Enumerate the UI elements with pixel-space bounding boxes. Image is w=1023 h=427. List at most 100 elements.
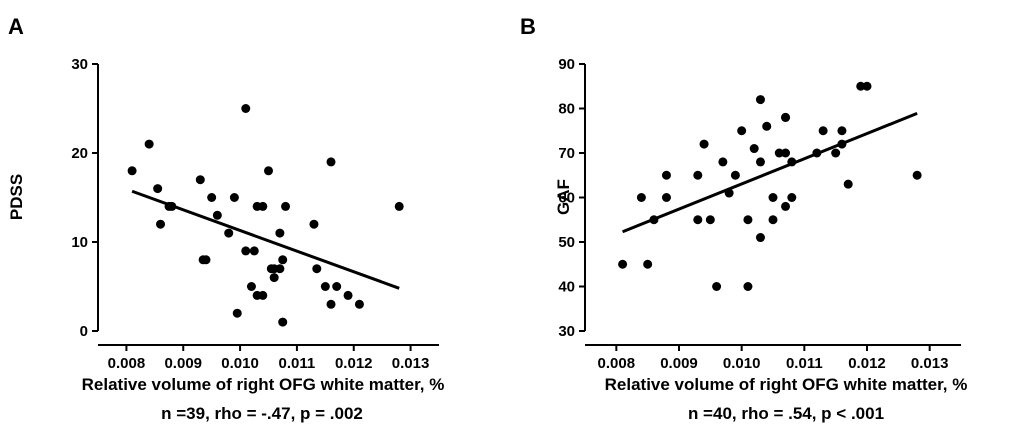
panel-a-data-point <box>281 201 291 211</box>
panel-b-x-tick-label: 0.009 <box>660 355 698 372</box>
panel-a-y-tick-label: 20 <box>71 145 88 162</box>
panel-b-data-point <box>912 170 922 180</box>
panel-b-data-point <box>730 170 740 180</box>
panel-b-data-point <box>743 282 753 291</box>
panel-b-data-point <box>712 282 722 291</box>
panel-b-data-point <box>699 139 709 149</box>
panel-a-data-point <box>207 193 217 202</box>
panel-a-data-point <box>332 282 342 291</box>
panel-a-data-point <box>278 255 288 265</box>
panel-a-stats-annotation: n =39, rho = -.47, p = .002 <box>161 404 363 423</box>
panel-a-data-point <box>229 193 239 202</box>
panel-b-x-tick-label: 0.008 <box>598 355 636 372</box>
panel-b-data-point <box>749 144 759 154</box>
panel-a-data-point <box>127 166 137 176</box>
panel-a-x-axis-title: Relative volume of right OFG white matte… <box>82 375 445 394</box>
panel-b-data-point <box>831 148 841 158</box>
panel-a-data-point <box>144 139 154 149</box>
panel-b-data-point <box>755 233 765 243</box>
panel-b-data-point <box>768 215 778 225</box>
panel-a-y-tick-label: 10 <box>71 234 88 251</box>
panel-a-data-point <box>156 219 166 229</box>
panel-b-x-tick-label: 0.011 <box>786 355 823 372</box>
panel-b-data-point <box>774 148 784 158</box>
panel-a-data-point <box>201 255 211 265</box>
panel-a-data-point <box>232 308 242 318</box>
panel-a-data-point <box>241 104 251 113</box>
panel-b-y-tick-label: 50 <box>558 234 575 251</box>
panel-b-x-axis-title: Relative volume of right OFG white matte… <box>605 375 968 394</box>
panel-b-data-point <box>661 170 671 180</box>
panel-b-data-point <box>636 193 646 202</box>
panel-a-data-point <box>343 290 353 300</box>
panel-b-data-point <box>768 193 778 202</box>
panel-b-scatter-plot: B 30 40 50 60 70 80 90 0.008 0.009 0.010 0.011 0.01… <box>520 14 967 423</box>
panel-a-data-point <box>241 246 251 256</box>
panel-a-x-tick-label: 0.012 <box>335 355 373 372</box>
panel-b-y-tick-label: 60 <box>558 190 575 207</box>
panel-a-data-point <box>224 228 234 238</box>
panel-b-data-point <box>818 126 828 136</box>
panel-b-data-point <box>755 95 765 105</box>
panel-a-regression-line <box>131 189 400 290</box>
panel-b-x-tick-label: 0.012 <box>848 355 886 372</box>
panel-a-data-point <box>354 299 364 309</box>
panel-a-data-point <box>258 201 268 211</box>
panel-a-data-point <box>326 157 336 167</box>
panel-a-x-tick-label: 0.011 <box>279 355 316 372</box>
panel-b-letter: B <box>520 14 536 39</box>
panel-b-y-tick-label: 30 <box>558 323 575 340</box>
panel-b-data-point <box>862 81 872 91</box>
panel-b-data-point <box>856 81 866 91</box>
panel-a-x-tick-label: 0.008 <box>108 355 146 372</box>
panel-b-y-tick-label: 70 <box>558 145 575 162</box>
panel-a-data-point <box>212 210 222 220</box>
panel-b-data-point <box>661 193 671 202</box>
panel-a-data-point <box>269 264 279 274</box>
panel-a-data-point <box>309 219 319 229</box>
panel-b-data-point <box>743 215 753 225</box>
panel-a-data-point <box>320 282 330 291</box>
panel-b-data-point <box>693 170 703 180</box>
panel-b-data-point <box>787 193 797 202</box>
panel-a-data-point <box>269 273 279 283</box>
panel-a-data-point <box>246 282 256 291</box>
panel-b-y-tick-label: 90 <box>558 56 575 73</box>
panel-b-y-tick-label: 40 <box>558 279 575 296</box>
panel-a-data-point <box>394 201 404 211</box>
panel-a-data-point <box>195 175 205 185</box>
panel-b-stats-annotation: n =40, rho = .54, p < .001 <box>688 404 884 423</box>
panel-a-y-tick-label: 0 <box>80 323 88 340</box>
panel-b-x-tick-label: 0.013 <box>911 355 949 372</box>
panel-b-data-point <box>781 148 791 158</box>
panel-b-x-tick-label: 0.010 <box>723 355 761 372</box>
panel-b-data-point <box>781 201 791 211</box>
panel-a-letter: A <box>8 14 24 39</box>
panel-a-x-tick-label: 0.013 <box>392 355 430 372</box>
panel-a-data-point <box>275 228 285 238</box>
panel-b-data-point <box>618 259 628 269</box>
panel-b-data-point <box>762 121 772 131</box>
panel-a-data-point <box>264 166 273 176</box>
panel-a-data-point <box>153 184 163 194</box>
panel-b-data-point <box>693 215 703 225</box>
panel-a-data-point <box>326 299 336 309</box>
panel-b-regression-line <box>622 112 918 234</box>
panel-b-data-point <box>643 259 653 269</box>
panel-a-data-point <box>312 264 322 274</box>
panel-a-y-tick-label: 30 <box>71 56 88 73</box>
panel-a-data-point <box>278 317 288 327</box>
panel-b-data-point <box>737 126 747 136</box>
panel-a-data-point <box>258 290 268 300</box>
panel-b-plot-area: 30 40 50 60 70 80 90 0.008 0.009 0.010 0.011 0.012 0… <box>558 56 961 372</box>
panel-b-data-point <box>843 179 853 189</box>
panel-b-data-point <box>755 157 765 167</box>
panel-b-y-tick-label: 80 <box>558 101 575 118</box>
panel-a-plot-area: 0 10 20 30 0.008 0.009 0.010 0.011 0.012 0.013 <box>71 56 439 372</box>
panel-a-x-tick-label: 0.010 <box>221 355 259 372</box>
panel-a-x-tick-label: 0.009 <box>164 355 202 372</box>
panel-a-y-axis-title: PDSS <box>7 174 26 220</box>
panel-b-data-point <box>718 157 728 167</box>
